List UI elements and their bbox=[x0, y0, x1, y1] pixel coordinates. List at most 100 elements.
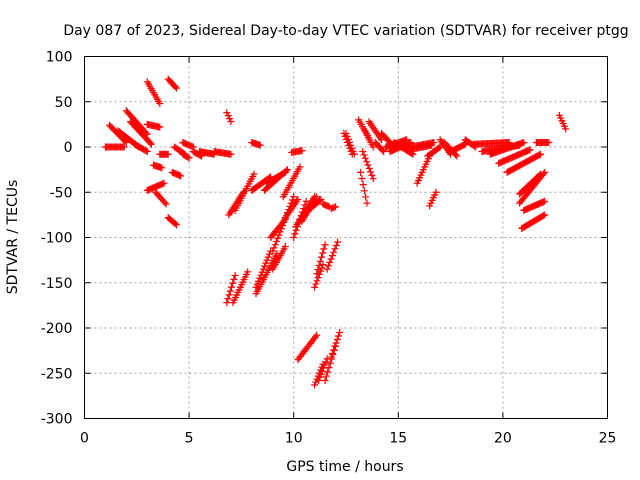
data-point bbox=[224, 112, 232, 120]
data-point bbox=[280, 169, 288, 177]
data-point bbox=[330, 346, 338, 354]
data-point bbox=[430, 138, 438, 146]
data-point bbox=[317, 195, 325, 203]
data-point bbox=[322, 358, 330, 366]
data-point bbox=[271, 241, 279, 249]
data-point bbox=[369, 143, 377, 151]
data-point bbox=[256, 274, 264, 282]
plot-frame bbox=[84, 56, 608, 419]
data-point bbox=[539, 212, 547, 220]
data-point bbox=[274, 234, 282, 242]
data-point bbox=[329, 349, 337, 357]
data-point bbox=[314, 274, 322, 282]
data-point bbox=[277, 225, 285, 233]
y-tick-label: -250 bbox=[41, 366, 73, 382]
data-point bbox=[336, 329, 344, 337]
data-point bbox=[279, 222, 287, 230]
data-point bbox=[360, 187, 368, 195]
x-tick-label: 15 bbox=[389, 431, 407, 447]
data-point bbox=[332, 203, 340, 211]
data-point bbox=[363, 158, 371, 166]
data-point bbox=[360, 151, 368, 159]
data-point bbox=[312, 280, 320, 288]
data-point bbox=[250, 170, 258, 178]
y-tick-label: -100 bbox=[41, 231, 73, 247]
data-point bbox=[227, 150, 235, 158]
y-tick-label: 50 bbox=[55, 95, 73, 111]
data-point bbox=[313, 193, 321, 201]
data-point bbox=[256, 141, 264, 149]
data-point bbox=[349, 147, 357, 155]
data-point bbox=[156, 123, 164, 131]
data-point bbox=[296, 163, 304, 171]
data-point bbox=[177, 172, 185, 180]
data-point bbox=[331, 342, 339, 350]
data-point bbox=[335, 332, 343, 340]
data-point bbox=[350, 150, 358, 158]
data-point bbox=[361, 154, 369, 162]
data-point bbox=[378, 136, 386, 144]
data-point bbox=[161, 199, 169, 207]
data-point bbox=[328, 252, 336, 260]
data-point bbox=[342, 129, 350, 137]
data-point bbox=[327, 353, 335, 361]
y-tick-label: 0 bbox=[64, 140, 73, 156]
data-point bbox=[319, 249, 327, 257]
data-points bbox=[101, 75, 570, 389]
data-point bbox=[171, 83, 179, 91]
data-point bbox=[311, 283, 319, 291]
data-point bbox=[331, 245, 339, 253]
data-point bbox=[275, 231, 283, 239]
data-point bbox=[545, 138, 553, 146]
data-point bbox=[380, 148, 388, 156]
data-point bbox=[526, 146, 534, 154]
data-point bbox=[162, 200, 170, 208]
data-point bbox=[347, 141, 355, 149]
data-point bbox=[158, 164, 166, 172]
data-point bbox=[316, 373, 324, 381]
data-point bbox=[276, 228, 284, 236]
data-point bbox=[348, 144, 356, 152]
data-point bbox=[313, 331, 321, 339]
data-point bbox=[330, 248, 338, 256]
data-point bbox=[369, 175, 377, 183]
data-point bbox=[363, 199, 371, 207]
data-point bbox=[316, 197, 324, 205]
y-tick-label: -200 bbox=[41, 321, 73, 337]
tick-layer: 0 5 10 15 20 25 100 50 0 -50 -100 -150 -200 -250 -300 bbox=[41, 50, 617, 447]
y-tick-label: -150 bbox=[41, 276, 73, 292]
data-point bbox=[281, 243, 289, 251]
data-point bbox=[346, 138, 354, 146]
data-point bbox=[318, 367, 326, 375]
data-point bbox=[333, 336, 341, 344]
data-point bbox=[325, 364, 333, 372]
data-point bbox=[314, 266, 322, 274]
data-point bbox=[358, 174, 366, 182]
y-tick-label: 100 bbox=[46, 50, 73, 66]
data-point bbox=[290, 193, 298, 201]
data-point bbox=[362, 193, 370, 201]
data-point bbox=[120, 143, 128, 151]
data-point bbox=[291, 230, 299, 238]
data-point bbox=[160, 179, 168, 187]
data-point bbox=[453, 152, 461, 160]
chart-title: Day 087 of 2023, Sidereal Day-to-day VTE… bbox=[63, 23, 628, 39]
x-tick-label: 25 bbox=[599, 431, 617, 447]
x-tick-label: 10 bbox=[285, 431, 303, 447]
data-point bbox=[173, 221, 181, 229]
data-point bbox=[364, 161, 372, 169]
data-point bbox=[435, 144, 443, 152]
data-point bbox=[261, 262, 269, 270]
data-point bbox=[317, 253, 325, 261]
data-point bbox=[225, 291, 233, 299]
data-point bbox=[357, 168, 365, 176]
data-point bbox=[264, 253, 272, 261]
data-point bbox=[298, 147, 306, 155]
data-point bbox=[378, 146, 386, 154]
data-point bbox=[365, 164, 373, 172]
data-point bbox=[368, 171, 376, 179]
data-point bbox=[294, 195, 302, 203]
data-point bbox=[226, 115, 234, 123]
data-point bbox=[231, 272, 239, 280]
